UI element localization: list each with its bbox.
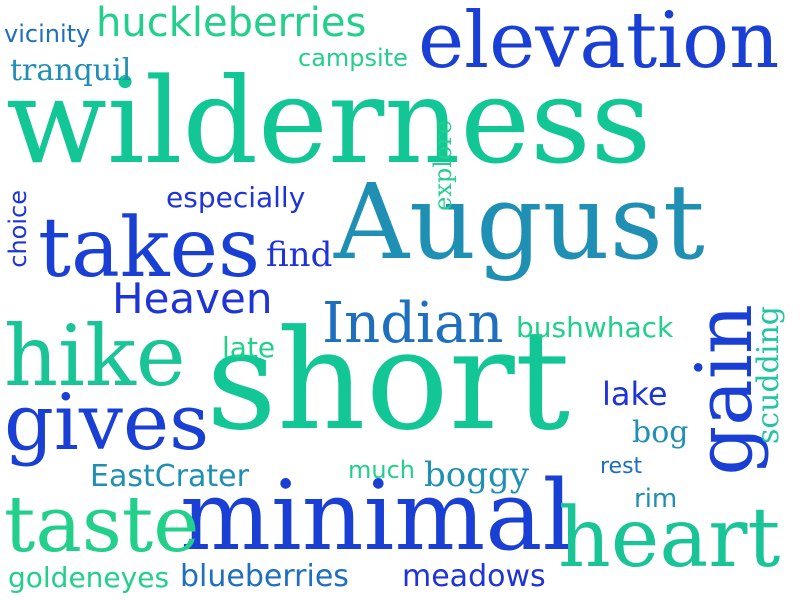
word-elevation: elevation (418, 0, 780, 86)
word-choice: choice (4, 190, 32, 268)
word-hike: hike (4, 307, 186, 405)
word-late: late (222, 331, 276, 364)
word-lake: lake (602, 375, 668, 413)
word-meadows: meadows (402, 559, 546, 594)
word-taste: taste (4, 480, 200, 570)
word-takes: takes (38, 201, 261, 296)
word-huckleberries: huckleberries (96, 0, 367, 46)
word-rim: rim (634, 484, 678, 514)
word-bushwhack: bushwhack (516, 311, 674, 344)
word-short: short (206, 300, 571, 461)
word-eastcrater: EastCrater (90, 459, 249, 494)
word-goldeneyes: goldeneyes (8, 561, 170, 594)
word-find: find (266, 235, 333, 275)
word-tranquil: tranquil (10, 53, 132, 88)
word-boggy: boggy (424, 455, 529, 495)
word-minimal: minimal (180, 460, 574, 572)
word-campsite: campsite (298, 44, 408, 72)
word-wilderness: wilderness (6, 52, 652, 190)
word-bog: bog (632, 415, 689, 450)
word-heart: heart (558, 491, 781, 586)
word-gives: gives (4, 378, 210, 468)
word-scudding: scudding (751, 306, 786, 445)
word-august: August (334, 161, 705, 283)
word-explore: explore (429, 120, 457, 211)
word-blueberries: blueberries (180, 559, 349, 594)
word-indian: Indian (322, 291, 504, 356)
word-vicinity: vicinity (4, 20, 91, 48)
word-rest: rest (600, 454, 643, 479)
word-especially: especially (166, 181, 306, 214)
word-heaven: Heaven (112, 274, 273, 323)
word-much: much (348, 456, 415, 484)
